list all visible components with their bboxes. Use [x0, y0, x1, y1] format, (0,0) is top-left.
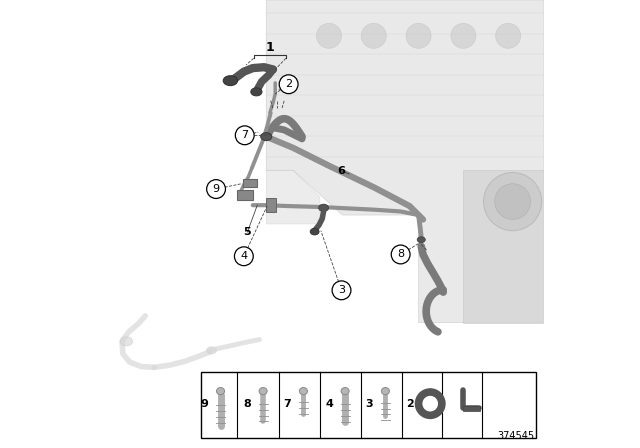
Ellipse shape [223, 76, 237, 86]
Text: 8: 8 [397, 250, 404, 259]
Text: 5: 5 [244, 227, 252, 237]
Circle shape [234, 247, 253, 266]
Text: 3: 3 [365, 399, 373, 409]
Text: 4: 4 [240, 251, 248, 261]
Circle shape [451, 23, 476, 48]
Ellipse shape [260, 133, 272, 141]
Circle shape [484, 172, 542, 231]
Ellipse shape [207, 347, 216, 354]
Circle shape [406, 23, 431, 48]
Circle shape [361, 23, 387, 48]
Ellipse shape [300, 388, 307, 395]
Circle shape [207, 180, 225, 198]
Ellipse shape [216, 388, 225, 395]
Text: 4: 4 [325, 399, 333, 409]
Ellipse shape [251, 88, 262, 96]
Circle shape [332, 281, 351, 300]
Circle shape [279, 75, 298, 94]
Text: 2: 2 [285, 79, 292, 89]
Circle shape [495, 184, 531, 220]
Circle shape [495, 23, 521, 48]
Ellipse shape [310, 228, 319, 235]
Text: 1: 1 [266, 41, 274, 55]
Ellipse shape [259, 388, 267, 395]
Text: 6: 6 [337, 166, 346, 176]
Text: 3: 3 [338, 285, 345, 295]
Text: 7: 7 [241, 130, 248, 140]
FancyBboxPatch shape [463, 406, 480, 411]
FancyBboxPatch shape [237, 190, 253, 200]
Text: 374545: 374545 [497, 431, 534, 441]
Text: 9: 9 [200, 399, 209, 409]
FancyBboxPatch shape [202, 372, 536, 438]
FancyBboxPatch shape [243, 179, 257, 187]
Circle shape [316, 23, 342, 48]
Circle shape [236, 126, 254, 145]
Text: 7: 7 [284, 399, 291, 409]
Circle shape [391, 245, 410, 264]
Ellipse shape [341, 388, 349, 395]
Polygon shape [266, 0, 544, 323]
Ellipse shape [381, 388, 389, 395]
Text: 9: 9 [212, 184, 220, 194]
Polygon shape [463, 170, 544, 323]
Ellipse shape [417, 237, 425, 243]
Text: 2: 2 [406, 399, 413, 409]
Ellipse shape [319, 204, 328, 211]
FancyBboxPatch shape [266, 198, 276, 212]
Text: 8: 8 [243, 399, 251, 409]
Polygon shape [266, 170, 320, 224]
Ellipse shape [120, 337, 132, 346]
